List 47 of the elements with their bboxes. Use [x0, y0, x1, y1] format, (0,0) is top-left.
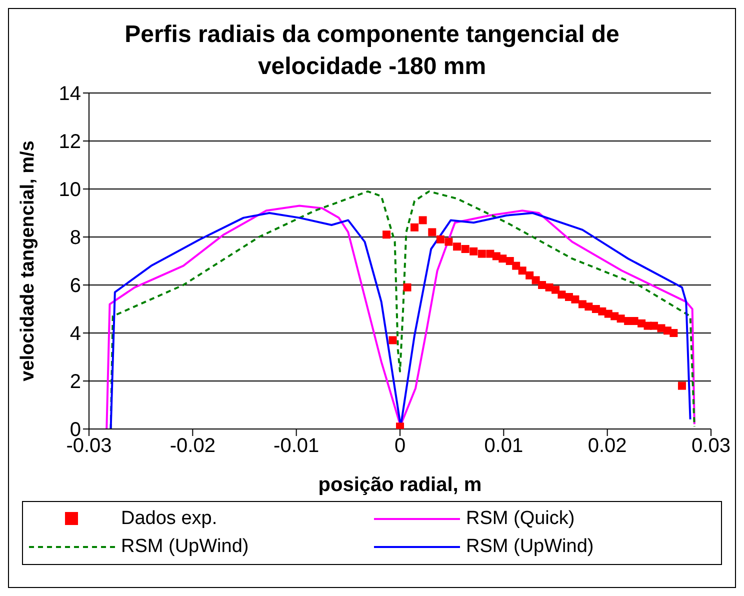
point	[461, 245, 470, 253]
point	[470, 247, 478, 256]
point	[571, 295, 580, 304]
point	[506, 257, 514, 265]
y-tick-label: 2	[70, 371, 81, 394]
point	[444, 238, 453, 246]
point	[558, 290, 566, 299]
point	[526, 271, 534, 280]
point	[678, 382, 686, 390]
point	[518, 266, 526, 275]
point	[670, 329, 678, 337]
point	[396, 422, 404, 429]
x-tick-label: 0.02	[588, 435, 627, 458]
chart-title: Perfis radiais da componente tangencial de velocidade -180 mm	[124, 20, 620, 82]
x-tick-label: 0.03	[692, 435, 730, 458]
y-tick-label: 4	[70, 323, 81, 346]
point	[410, 223, 419, 232]
legend-label: RSM (UpWind)	[466, 536, 594, 558]
x-tick-label: 0.01	[484, 435, 524, 458]
point	[650, 322, 658, 330]
legend-label: RSM (UpWind)	[121, 536, 249, 558]
y-tick-label: 12	[58, 131, 81, 154]
point	[418, 216, 427, 224]
point	[453, 242, 462, 251]
y-tick-label: 6	[70, 275, 81, 298]
x-axis-title: posição radial, m	[318, 474, 482, 496]
point	[478, 250, 486, 258]
point	[538, 281, 546, 289]
y-tick-label: 8	[70, 227, 81, 250]
y-tick-label: 14	[58, 83, 81, 106]
point	[512, 262, 520, 270]
point	[532, 276, 540, 284]
x-tick-label: -0.01	[274, 435, 320, 458]
point	[388, 336, 397, 344]
point	[616, 314, 625, 323]
point	[436, 235, 444, 244]
legend-label: RSM (Quick)	[466, 508, 575, 530]
point	[584, 302, 593, 311]
x-tick-label: 0	[394, 435, 406, 458]
x-tick-label: -0.02	[170, 435, 216, 458]
point	[403, 283, 412, 292]
y-axis-title: velocidade tangencial, m/s	[18, 140, 39, 382]
point	[382, 230, 391, 239]
legend-label: Dados exp.	[121, 508, 218, 530]
y-tick-label: 10	[58, 179, 81, 202]
point	[498, 254, 507, 263]
point	[428, 228, 436, 236]
